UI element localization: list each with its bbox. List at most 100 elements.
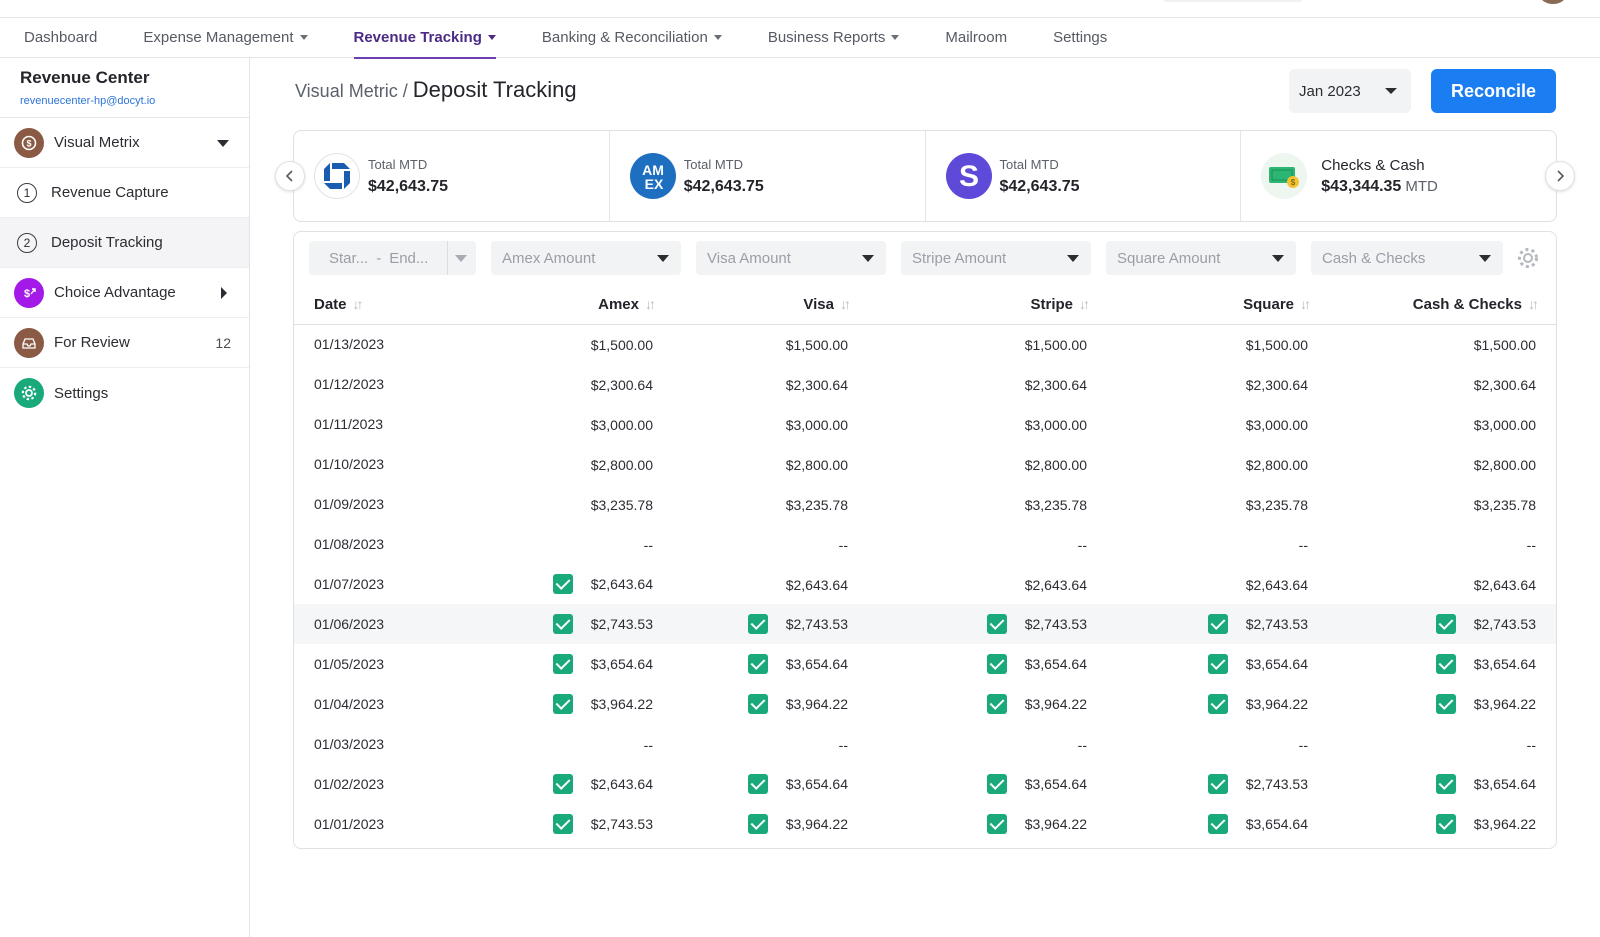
cash-checks-filter[interactable]: Cash & Checks <box>1311 241 1503 275</box>
table-row[interactable]: 01/10/2023 $2,800.00 $2,800.00 $2,800.00 $2,… <box>294 444 1556 484</box>
filter-label: Visa Amount <box>707 249 791 267</box>
checkbox-checked-icon[interactable] <box>1207 654 1228 674</box>
sort-icon[interactable]: ↓↑ <box>1528 296 1539 313</box>
checkbox-checked-icon[interactable] <box>552 614 573 634</box>
sort-icon[interactable]: ↓↑ <box>1079 296 1090 313</box>
table-row[interactable]: 01/04/2023 $3,964.22 $3,964.22 $3,964.22 $3,… <box>294 684 1556 724</box>
square-amount-filter[interactable]: Square Amount <box>1106 241 1296 275</box>
date-range-filter[interactable]: Star... - End... <box>309 241 476 275</box>
sort-icon[interactable]: ↓↑ <box>645 296 656 313</box>
column-header-label: Date <box>314 296 347 314</box>
table-row[interactable]: 01/02/2023 $2,643.64 $3,654.64 $3,654.64 $2,… <box>294 764 1556 804</box>
sidebar-email[interactable]: revenuecenter-hp@docyt.io <box>20 95 156 107</box>
month-select[interactable]: Jan 2023 <box>1289 69 1411 113</box>
reconcile-button[interactable]: Reconcile <box>1431 69 1556 113</box>
table-settings-gear-icon[interactable] <box>1516 246 1540 270</box>
visa-amount-filter[interactable]: Visa Amount <box>696 241 886 275</box>
table-row[interactable]: 01/01/2023 $2,743.53 $3,964.22 $3,964.22 $3,… <box>294 804 1556 844</box>
nav-item-revenue-tracking[interactable]: Revenue Tracking <box>353 18 497 59</box>
table-row[interactable]: 01/05/2023 $3,654.64 $3,654.64 $3,654.64 $3,… <box>294 644 1556 684</box>
chevron-right-icon[interactable] <box>221 287 227 299</box>
checkbox-checked-icon[interactable] <box>1207 614 1228 634</box>
checkbox-checked-icon[interactable] <box>1207 814 1228 834</box>
date-cell: 01/05/2023 <box>314 656 385 672</box>
nav-item-banking-reconciliation[interactable]: Banking & Reconciliation <box>542 18 722 58</box>
table-row[interactable]: 01/07/2023 $2,643.64 $2,643.64 $2,643.64 $2,… <box>294 564 1556 604</box>
checkbox-checked-icon[interactable] <box>747 614 768 634</box>
sidebar-item-choice-advantage[interactable]: $ Choice Advantage <box>0 268 249 318</box>
checkbox-checked-icon[interactable] <box>1435 694 1456 714</box>
sort-icon[interactable]: ↓↑ <box>1300 296 1311 313</box>
checkbox-checked-icon[interactable] <box>1435 774 1456 794</box>
sort-icon[interactable]: ↓↑ <box>840 296 851 313</box>
table-row[interactable]: 01/09/2023 $3,235.78 $3,235.78 $3,235.78 $3,… <box>294 484 1556 524</box>
nav-item-settings[interactable]: Settings <box>1053 18 1107 58</box>
end-date-input[interactable]: End... <box>389 249 429 267</box>
column-header-visa[interactable]: Visa ↓↑ <box>673 286 868 325</box>
checkbox-checked-icon[interactable] <box>552 814 573 834</box>
date-cell: 01/03/2023 <box>314 736 385 752</box>
checkbox-checked-icon[interactable] <box>747 814 768 834</box>
column-header-cash-checks[interactable]: Cash & Checks ↓↑ <box>1328 286 1556 325</box>
sidebar-item-revenue-capture[interactable]: 1 Revenue Capture <box>0 168 249 218</box>
checkbox-checked-icon[interactable] <box>1207 694 1228 714</box>
checkbox-checked-icon[interactable] <box>552 654 573 674</box>
checkbox-checked-icon[interactable] <box>747 774 768 794</box>
table-row[interactable]: 01/08/2023 -- -- -- -- -- <box>294 524 1556 564</box>
checkbox-checked-icon[interactable] <box>552 574 573 594</box>
nav-item-expense-management[interactable]: Expense Management <box>143 18 308 58</box>
start-date-input[interactable]: Star... <box>329 249 369 267</box>
checkbox-checked-icon[interactable] <box>1207 774 1228 794</box>
sort-icon[interactable]: ↓↑ <box>352 296 364 313</box>
caret-down-icon <box>487 35 496 40</box>
amount-cell: $3,235.78 <box>673 484 868 524</box>
amount-cell: $1,500.00 <box>673 324 868 364</box>
amex-amount-filter[interactable]: Amex Amount <box>491 241 681 275</box>
stripe-amount-filter[interactable]: Stripe Amount <box>901 241 1091 275</box>
table-row[interactable]: 01/13/2023 $1,500.00 $1,500.00 $1,500.00 $1,… <box>294 324 1556 364</box>
table-row[interactable]: 01/12/2023 $2,300.64 $2,300.64 $2,300.64 $2,… <box>294 364 1556 404</box>
chevron-down-icon <box>1385 88 1397 94</box>
checkbox-checked-icon[interactable] <box>552 774 573 794</box>
amount-value: $2,643.64 <box>785 576 848 593</box>
chevron-down-icon[interactable] <box>455 255 467 262</box>
cards-scroll-left-button[interactable] <box>275 161 305 191</box>
chevron-down-icon <box>1479 255 1491 262</box>
table-row[interactable]: 01/06/2023 $2,743.53 $2,743.53 $2,743.53 $2,… <box>294 604 1556 644</box>
checkbox-checked-icon[interactable] <box>1435 814 1456 834</box>
chevron-down-icon <box>1272 255 1284 262</box>
nav-item-mailroom[interactable]: Mailroom <box>945 18 1007 58</box>
sidebar-item-deposit-tracking[interactable]: 2 Deposit Tracking <box>0 218 249 268</box>
chevron-down-icon <box>1067 255 1079 262</box>
gear-icon <box>14 378 44 408</box>
amount-value: $3,235.78 <box>785 496 848 513</box>
table-row[interactable]: 01/03/2023 -- -- -- -- -- <box>294 724 1556 764</box>
checkbox-checked-icon[interactable] <box>747 694 768 714</box>
column-header-amex[interactable]: Amex ↓↑ <box>500 286 673 325</box>
top-search-remnant[interactable] <box>1163 0 1303 2</box>
checkbox-checked-icon[interactable] <box>986 774 1007 794</box>
checkbox-checked-icon[interactable] <box>747 654 768 674</box>
user-avatar[interactable] <box>1540 0 1566 4</box>
column-header-square[interactable]: Square ↓↑ <box>1107 286 1328 325</box>
breadcrumb-parent[interactable]: Visual Metric <box>295 81 398 101</box>
nav-item-business-reports[interactable]: Business Reports <box>768 18 900 58</box>
sidebar-item-visual-metrix[interactable]: $ Visual Metrix <box>0 118 249 168</box>
checkbox-checked-icon[interactable] <box>986 614 1007 634</box>
cards-scroll-right-button[interactable] <box>1545 161 1575 191</box>
sidebar-item-settings[interactable]: Settings <box>0 368 249 418</box>
sidebar-item-for-review[interactable]: For Review 12 <box>0 318 249 368</box>
checkbox-checked-icon[interactable] <box>986 694 1007 714</box>
nav-item-dashboard[interactable]: Dashboard <box>24 18 97 58</box>
checkbox-checked-icon[interactable] <box>552 694 573 714</box>
checkbox-checked-icon[interactable] <box>1435 614 1456 634</box>
chevron-down-icon[interactable] <box>217 140 229 147</box>
column-header-date[interactable]: Date ↓↑ <box>294 286 500 325</box>
column-header-stripe[interactable]: Stripe ↓↑ <box>868 286 1107 325</box>
checkbox-checked-icon[interactable] <box>986 814 1007 834</box>
checkbox-checked-icon[interactable] <box>986 654 1007 674</box>
table-row[interactable]: 01/11/2023 $3,000.00 $3,000.00 $3,000.00 $3,… <box>294 404 1556 444</box>
sidebar-item-label: Choice Advantage <box>54 284 176 301</box>
card-label: Total MTD <box>683 156 743 172</box>
checkbox-checked-icon[interactable] <box>1435 654 1456 674</box>
